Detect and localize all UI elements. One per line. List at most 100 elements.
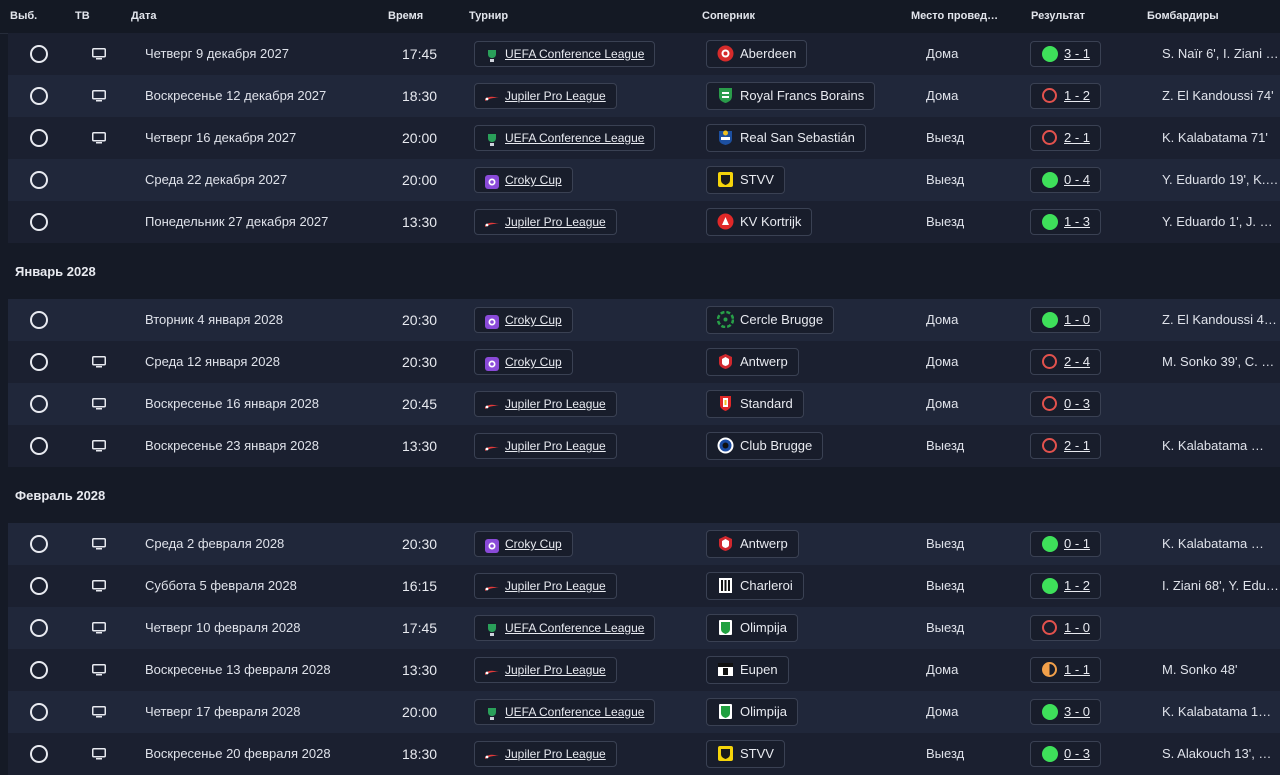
select-radio[interactable] <box>30 535 48 553</box>
goal-scorers: M. Sonko 48' <box>1162 662 1238 677</box>
fixture-row[interactable]: Четверг 10 февраля 2028 17:45 UEFA Confere… <box>8 607 1280 649</box>
result-link[interactable]: 1 - 3 <box>1030 209 1102 235</box>
competition-link[interactable]: Jupiler Pro League <box>474 741 617 767</box>
select-radio[interactable] <box>30 171 48 189</box>
competition-link[interactable]: UEFA Conference League <box>474 615 656 641</box>
result-link[interactable]: 2 - 4 <box>1030 349 1102 375</box>
col-competition-header[interactable]: Турнир <box>469 10 509 22</box>
competition-link[interactable]: Croky Cup <box>474 531 573 557</box>
opponent-link[interactable]: Antwerp <box>706 530 799 558</box>
opponent-link[interactable]: Olimpija <box>706 614 798 642</box>
select-radio[interactable] <box>30 577 48 595</box>
loss-indicator-icon <box>1042 620 1057 635</box>
fixture-row[interactable]: Среда 12 января 2028 20:30 Croky Cup Antwer… <box>8 341 1280 383</box>
fixture-row[interactable]: Воскресенье 16 января 2028 20:45 Jupiler P… <box>8 383 1280 425</box>
result-link[interactable]: 0 - 3 <box>1030 391 1102 417</box>
competition-link[interactable]: Jupiler Pro League <box>474 391 617 417</box>
fixture-row[interactable]: Вторник 4 января 2028 20:30 Croky Cup Cercl… <box>8 299 1280 341</box>
col-opponent-header[interactable]: Соперник <box>702 10 756 22</box>
select-radio[interactable] <box>30 745 48 763</box>
fixture-row[interactable]: Среда 22 декабря 2027 20:00 Croky Cup STVV В… <box>8 159 1280 201</box>
francs-borains-crest-icon <box>717 87 734 104</box>
col-scorers-header[interactable]: Бомбардиры <box>1147 10 1219 22</box>
result-link[interactable]: 0 - 3 <box>1030 741 1102 767</box>
fixture-row[interactable]: Среда 2 февраля 2028 20:30 Croky Cup Antwer… <box>8 523 1280 565</box>
opponent-link[interactable]: Cercle Brugge <box>706 306 835 334</box>
tv-icon <box>92 580 106 592</box>
result-link[interactable]: 1 - 2 <box>1030 573 1102 599</box>
select-radio[interactable] <box>30 619 48 637</box>
result-link[interactable]: 0 - 1 <box>1030 531 1102 557</box>
result-link[interactable]: 3 - 1 <box>1030 41 1102 67</box>
result-link[interactable]: 2 - 1 <box>1030 125 1102 151</box>
result-link[interactable]: 2 - 1 <box>1030 433 1102 459</box>
result-link[interactable]: 1 - 1 <box>1030 657 1102 683</box>
select-radio[interactable] <box>30 353 48 371</box>
competition-link[interactable]: Jupiler Pro League <box>474 209 617 235</box>
competition-link[interactable]: UEFA Conference League <box>474 41 656 67</box>
result-link[interactable]: 1 - 0 <box>1030 307 1102 333</box>
fixture-row[interactable]: Суббота 5 февраля 2028 16:15 Jupiler Pro L… <box>8 565 1280 607</box>
select-radio[interactable] <box>30 45 48 63</box>
croky-cup-icon <box>484 313 500 329</box>
competition-link[interactable]: Jupiler Pro League <box>474 657 617 683</box>
opponent-link[interactable]: Olimpija <box>706 698 798 726</box>
competition-link[interactable]: Croky Cup <box>474 349 573 375</box>
fixture-row[interactable]: Понедельник 27 декабря 2027 13:30 Jupiler … <box>8 201 1280 243</box>
kortrijk-crest-icon <box>717 213 734 230</box>
opponent-link[interactable]: Charleroi <box>706 572 804 600</box>
select-radio[interactable] <box>30 437 48 455</box>
select-radio[interactable] <box>30 311 48 329</box>
col-tv-header[interactable]: ТВ <box>75 10 90 22</box>
col-date-header[interactable]: Дата <box>131 10 157 22</box>
fixture-row[interactable]: Воскресенье 20 февраля 2028 18:30 Jupiler … <box>8 733 1280 775</box>
col-result-header[interactable]: Результат <box>1031 10 1086 22</box>
opponent-link[interactable]: STVV <box>706 166 785 194</box>
fixture-row[interactable]: Воскресенье 12 декабря 2027 18:30 Jupiler … <box>8 75 1280 117</box>
fixture-row[interactable]: Четверг 16 декабря 2027 20:00 UEFA Confere… <box>8 117 1280 159</box>
opponent-link[interactable]: Eupen <box>706 656 789 684</box>
opponent-link[interactable]: KV Kortrijk <box>706 208 813 236</box>
fixture-row[interactable]: Четверг 17 февраля 2028 20:00 UEFA Confere… <box>8 691 1280 733</box>
fixture-row[interactable]: Воскресенье 13 февраля 2028 13:30 Jupiler … <box>8 649 1280 691</box>
opponent-link[interactable]: Antwerp <box>706 348 799 376</box>
stvv-crest-icon <box>717 745 734 762</box>
result-link[interactable]: 0 - 4 <box>1030 167 1102 193</box>
competition-link[interactable]: Croky Cup <box>474 307 573 333</box>
competition-link[interactable]: UEFA Conference League <box>474 125 656 151</box>
select-radio[interactable] <box>30 87 48 105</box>
opponent-link[interactable]: Real San Sebastián <box>706 124 866 152</box>
select-radio[interactable] <box>30 703 48 721</box>
competition-link[interactable]: UEFA Conference League <box>474 699 656 725</box>
select-radio[interactable] <box>30 395 48 413</box>
competition-name: UEFA Conference League <box>505 47 645 61</box>
competition-link[interactable]: Jupiler Pro League <box>474 573 617 599</box>
col-venue-header[interactable]: Место провед… <box>911 10 999 22</box>
competition-link[interactable]: Jupiler Pro League <box>474 433 617 459</box>
opponent-link[interactable]: Club Brugge <box>706 432 824 460</box>
opponent-link[interactable]: Aberdeen <box>706 40 808 68</box>
opponent-link[interactable]: Standard <box>706 390 804 418</box>
win-indicator-icon <box>1042 704 1058 720</box>
competition-link[interactable]: Jupiler Pro League <box>474 83 617 109</box>
select-radio[interactable] <box>30 129 48 147</box>
fixture-row[interactable]: Воскресенье 23 января 2028 13:30 Jupiler P… <box>8 425 1280 467</box>
select-radio[interactable] <box>30 661 48 679</box>
result-link[interactable]: 1 - 0 <box>1030 615 1102 641</box>
opponent-link[interactable]: Royal Francs Borains <box>706 82 876 110</box>
jupiler-league-icon <box>484 89 500 103</box>
win-indicator-icon <box>1042 214 1058 230</box>
result-link[interactable]: 1 - 2 <box>1030 83 1102 109</box>
opponent-link[interactable]: STVV <box>706 740 785 768</box>
match-venue: Выезд <box>926 578 965 593</box>
fixture-row[interactable]: Четверг 9 декабря 2027 17:45 UEFA Conferen… <box>8 33 1280 75</box>
result-score: 0 - 1 <box>1064 536 1091 551</box>
col-select-header[interactable]: Выб. <box>10 10 38 22</box>
match-time: 13:30 <box>402 438 438 454</box>
result-score: 3 - 1 <box>1064 46 1091 61</box>
goal-scorers: S. Alakouch 13', … <box>1162 746 1272 761</box>
select-radio[interactable] <box>30 213 48 231</box>
competition-link[interactable]: Croky Cup <box>474 167 573 193</box>
result-link[interactable]: 3 - 0 <box>1030 699 1102 725</box>
col-time-header[interactable]: Время <box>388 10 424 22</box>
